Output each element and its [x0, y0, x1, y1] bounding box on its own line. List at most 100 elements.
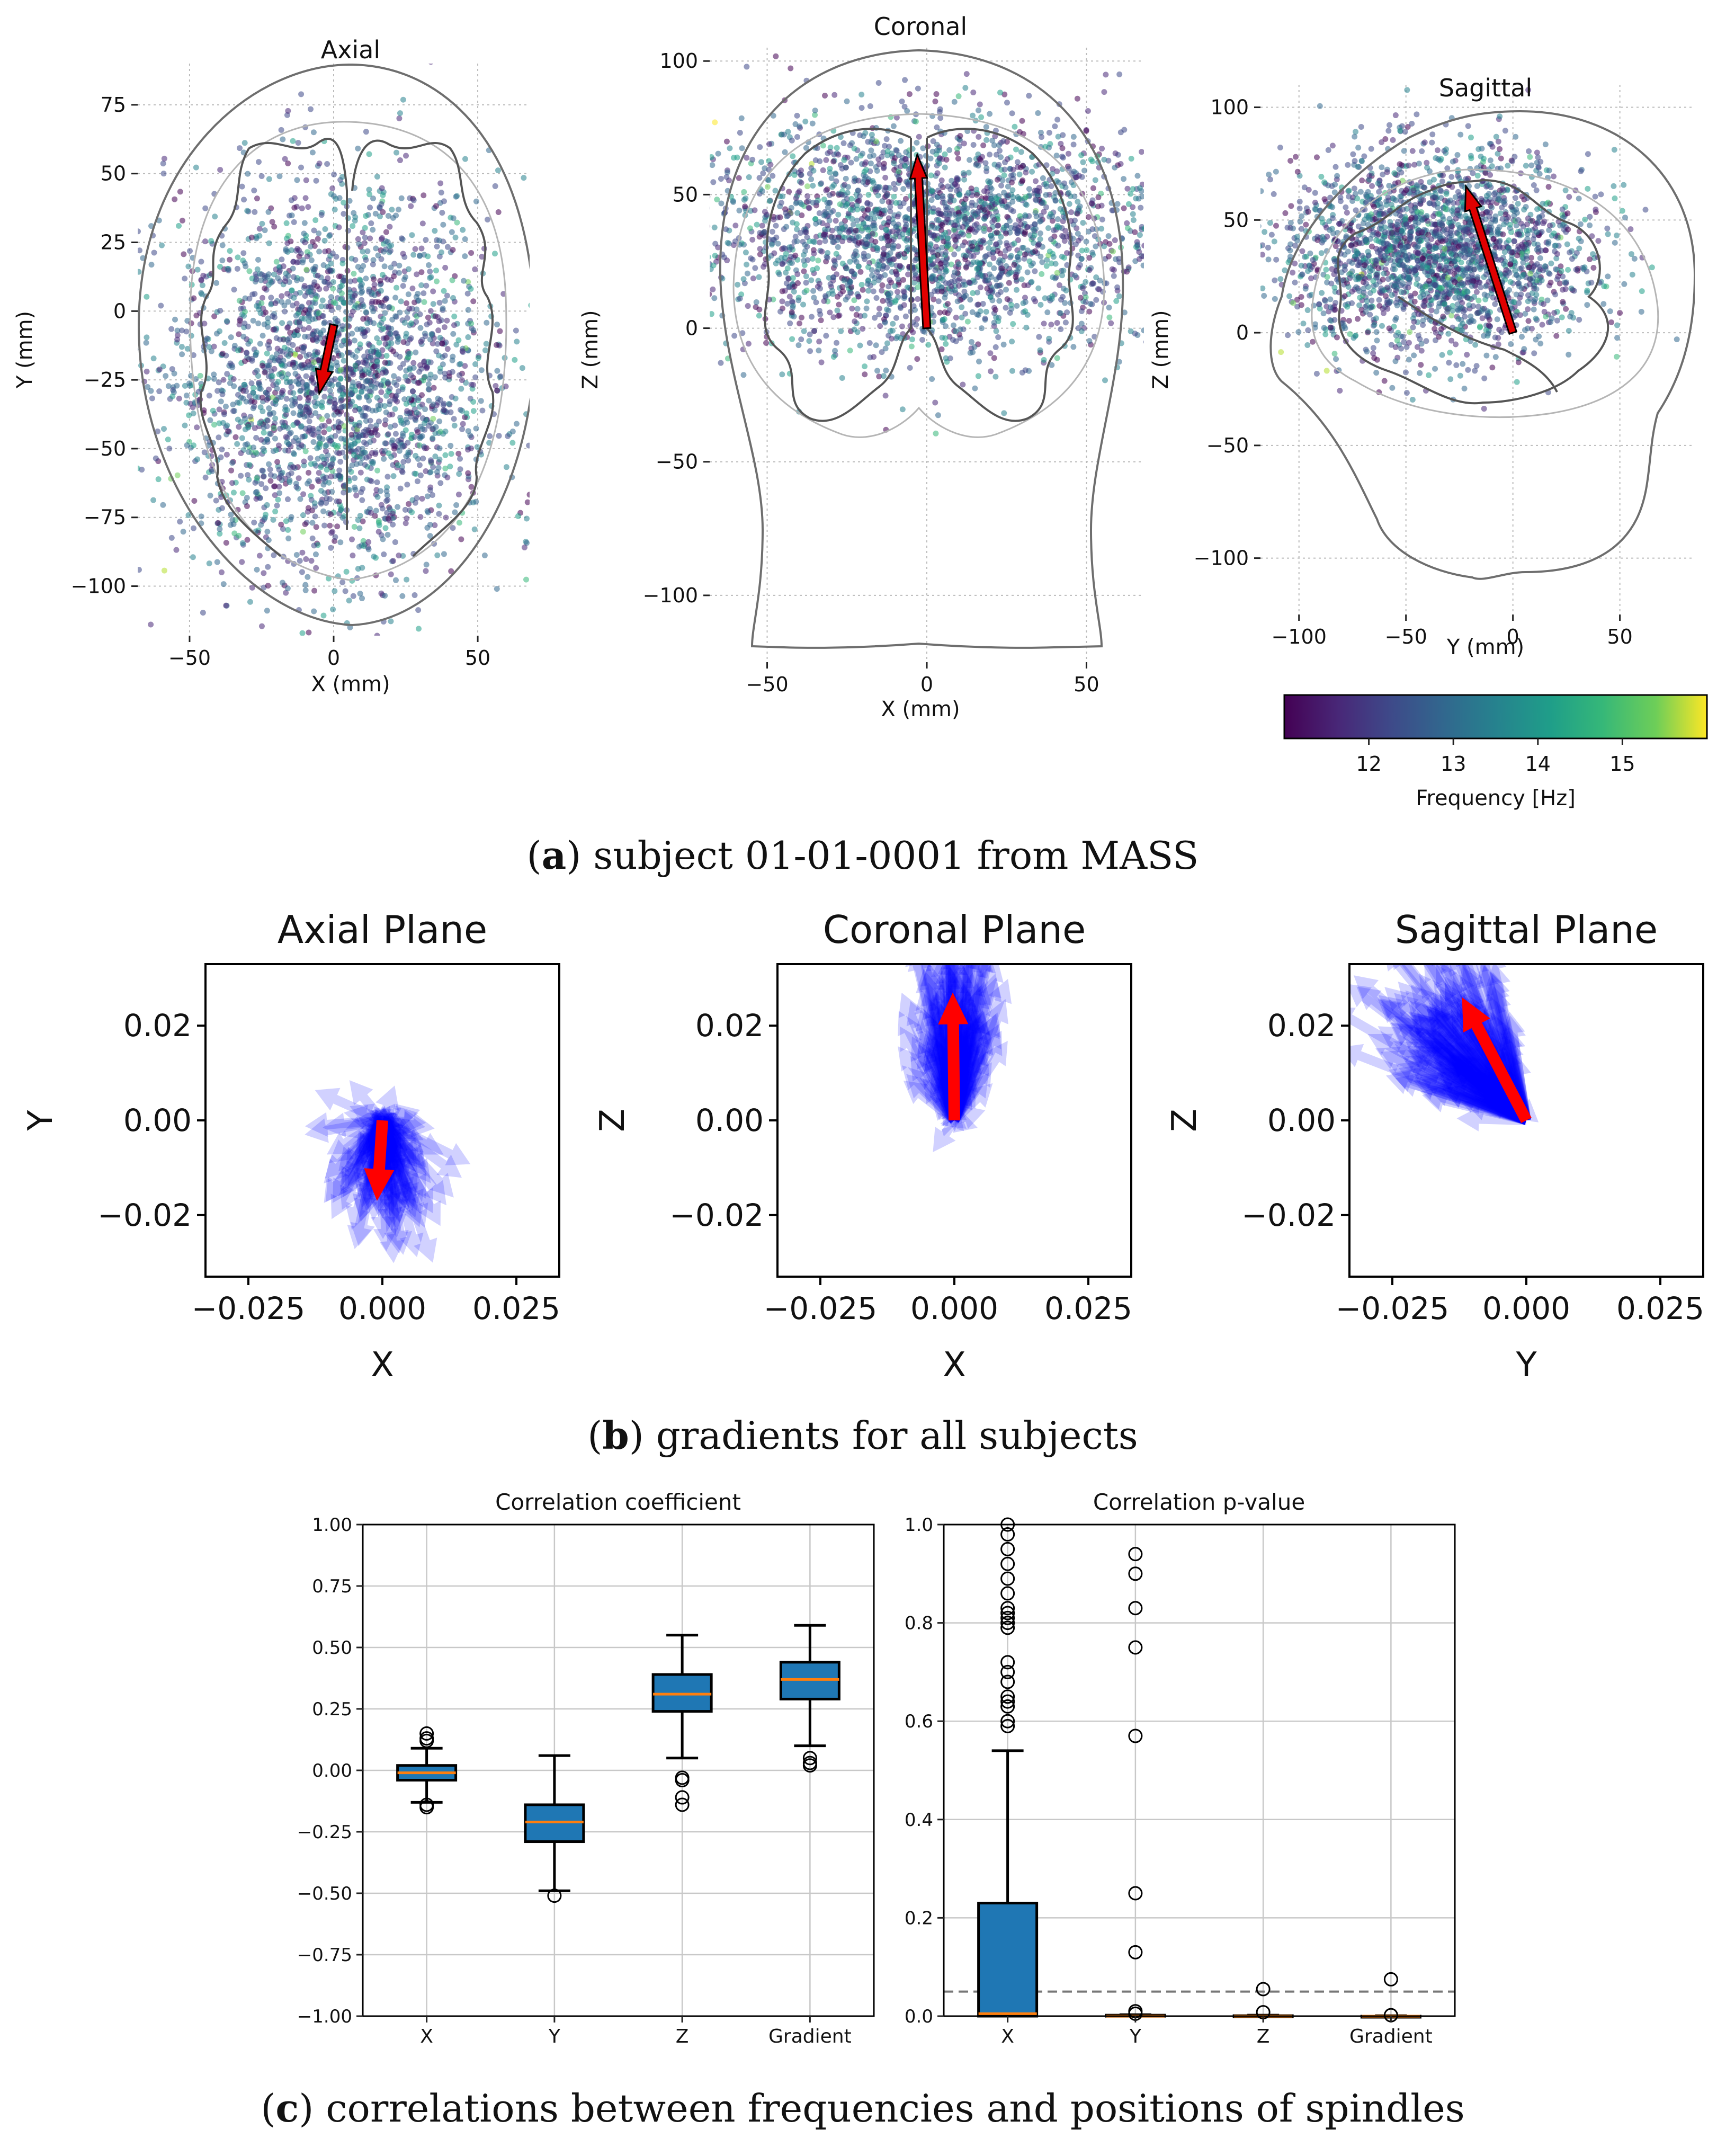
spindle-point	[472, 361, 479, 367]
spindle-point	[1054, 355, 1060, 361]
spindle-point	[305, 574, 311, 580]
spindle-point	[349, 462, 355, 468]
spindle-point	[492, 183, 498, 189]
spindle-point	[458, 536, 464, 542]
spindle-point	[1181, 215, 1186, 220]
spindle-point	[816, 348, 822, 354]
spindle-point	[916, 133, 922, 140]
spindle-point	[368, 220, 374, 226]
spindle-point	[896, 176, 902, 183]
spindle-point	[397, 353, 403, 360]
spindle-point	[891, 181, 897, 187]
spindle-point	[361, 449, 367, 456]
spindle-point	[310, 129, 317, 136]
spindle-point	[458, 386, 464, 392]
spindle-point	[596, 228, 602, 234]
spindle-point	[239, 183, 245, 190]
spindle-point	[1121, 127, 1128, 133]
spindle-point	[193, 164, 199, 171]
spindle-point	[521, 320, 527, 326]
spindle-point	[959, 304, 965, 310]
spindle-point	[895, 289, 901, 295]
spindle-point	[373, 245, 379, 252]
spindle-point	[362, 413, 369, 419]
spindle-point	[306, 300, 312, 306]
spindle-point	[337, 398, 344, 404]
spindle-point	[230, 489, 237, 496]
spindle-point	[400, 361, 406, 367]
spindle-point	[789, 336, 795, 342]
spindle-point	[258, 300, 265, 306]
spindle-point	[835, 152, 842, 158]
spindle-point	[1061, 238, 1068, 244]
spindle-point	[876, 311, 882, 318]
spindle-point	[283, 379, 290, 386]
spindle-point	[966, 279, 972, 286]
spindle-point	[318, 643, 324, 648]
spindle-point	[934, 124, 940, 130]
spindle-point	[148, 621, 154, 628]
spindle-point	[363, 129, 369, 135]
spindle-point	[212, 213, 218, 220]
spindle-point	[272, 398, 279, 404]
spindle-point	[863, 305, 870, 311]
spindle-point	[456, 372, 462, 378]
spindle-point	[1164, 161, 1169, 166]
spindle-point	[304, 253, 310, 260]
spindle-point	[954, 150, 960, 156]
spindle-point	[1059, 272, 1066, 279]
spindle-point	[245, 341, 252, 347]
spindle-point	[332, 588, 338, 594]
spindle-point	[617, 194, 623, 200]
spindle-point	[294, 259, 300, 265]
spindle-point	[915, 85, 921, 92]
spindle-point	[382, 421, 388, 427]
x-tick-label: −50	[168, 646, 211, 670]
spindle-point	[239, 435, 245, 441]
spindle-point	[346, 198, 353, 204]
spindle-point	[925, 342, 932, 348]
spindle-point	[368, 510, 374, 516]
spindle-point	[1194, 220, 1200, 226]
spindle-point	[326, 267, 333, 273]
spindle-point	[987, 350, 994, 357]
spindle-point	[302, 448, 309, 455]
spindle-point	[388, 335, 394, 342]
spindle-point	[315, 456, 321, 462]
spindle-point	[1164, 222, 1170, 228]
spindle-point	[397, 110, 403, 117]
spindle-point	[795, 297, 802, 304]
spindle-point	[382, 310, 388, 316]
spindle-point	[367, 235, 373, 242]
spindle-point	[794, 238, 800, 245]
spindle-point	[261, 474, 267, 480]
spindle-point	[339, 449, 346, 456]
spindle-point	[437, 397, 444, 403]
spindle-point	[797, 188, 803, 194]
spindle-point	[285, 273, 291, 279]
spindle-point	[236, 298, 243, 304]
spindle-point	[422, 406, 428, 413]
spindle-point	[352, 214, 359, 220]
spindle-point	[437, 180, 444, 186]
spindle-point	[279, 256, 285, 263]
spindle-point	[1151, 256, 1157, 262]
spindle-point	[428, 274, 434, 280]
spindle-point	[436, 418, 443, 425]
spindle-point	[1026, 93, 1032, 99]
spindle-point	[942, 259, 949, 265]
spindle-point	[860, 150, 866, 157]
spindle-point	[395, 376, 401, 382]
spindle-point	[450, 331, 457, 337]
spindle-point	[406, 306, 413, 312]
spindle-point	[352, 486, 359, 493]
spindle-point	[254, 266, 261, 272]
spindle-point	[294, 246, 301, 252]
spindle-point	[681, 247, 686, 253]
spindle-point	[820, 142, 826, 149]
spindle-point	[309, 520, 316, 526]
spindle-point	[272, 483, 278, 489]
spindle-point	[1128, 328, 1134, 334]
spindle-point	[741, 189, 747, 195]
spindle-point	[409, 232, 415, 238]
